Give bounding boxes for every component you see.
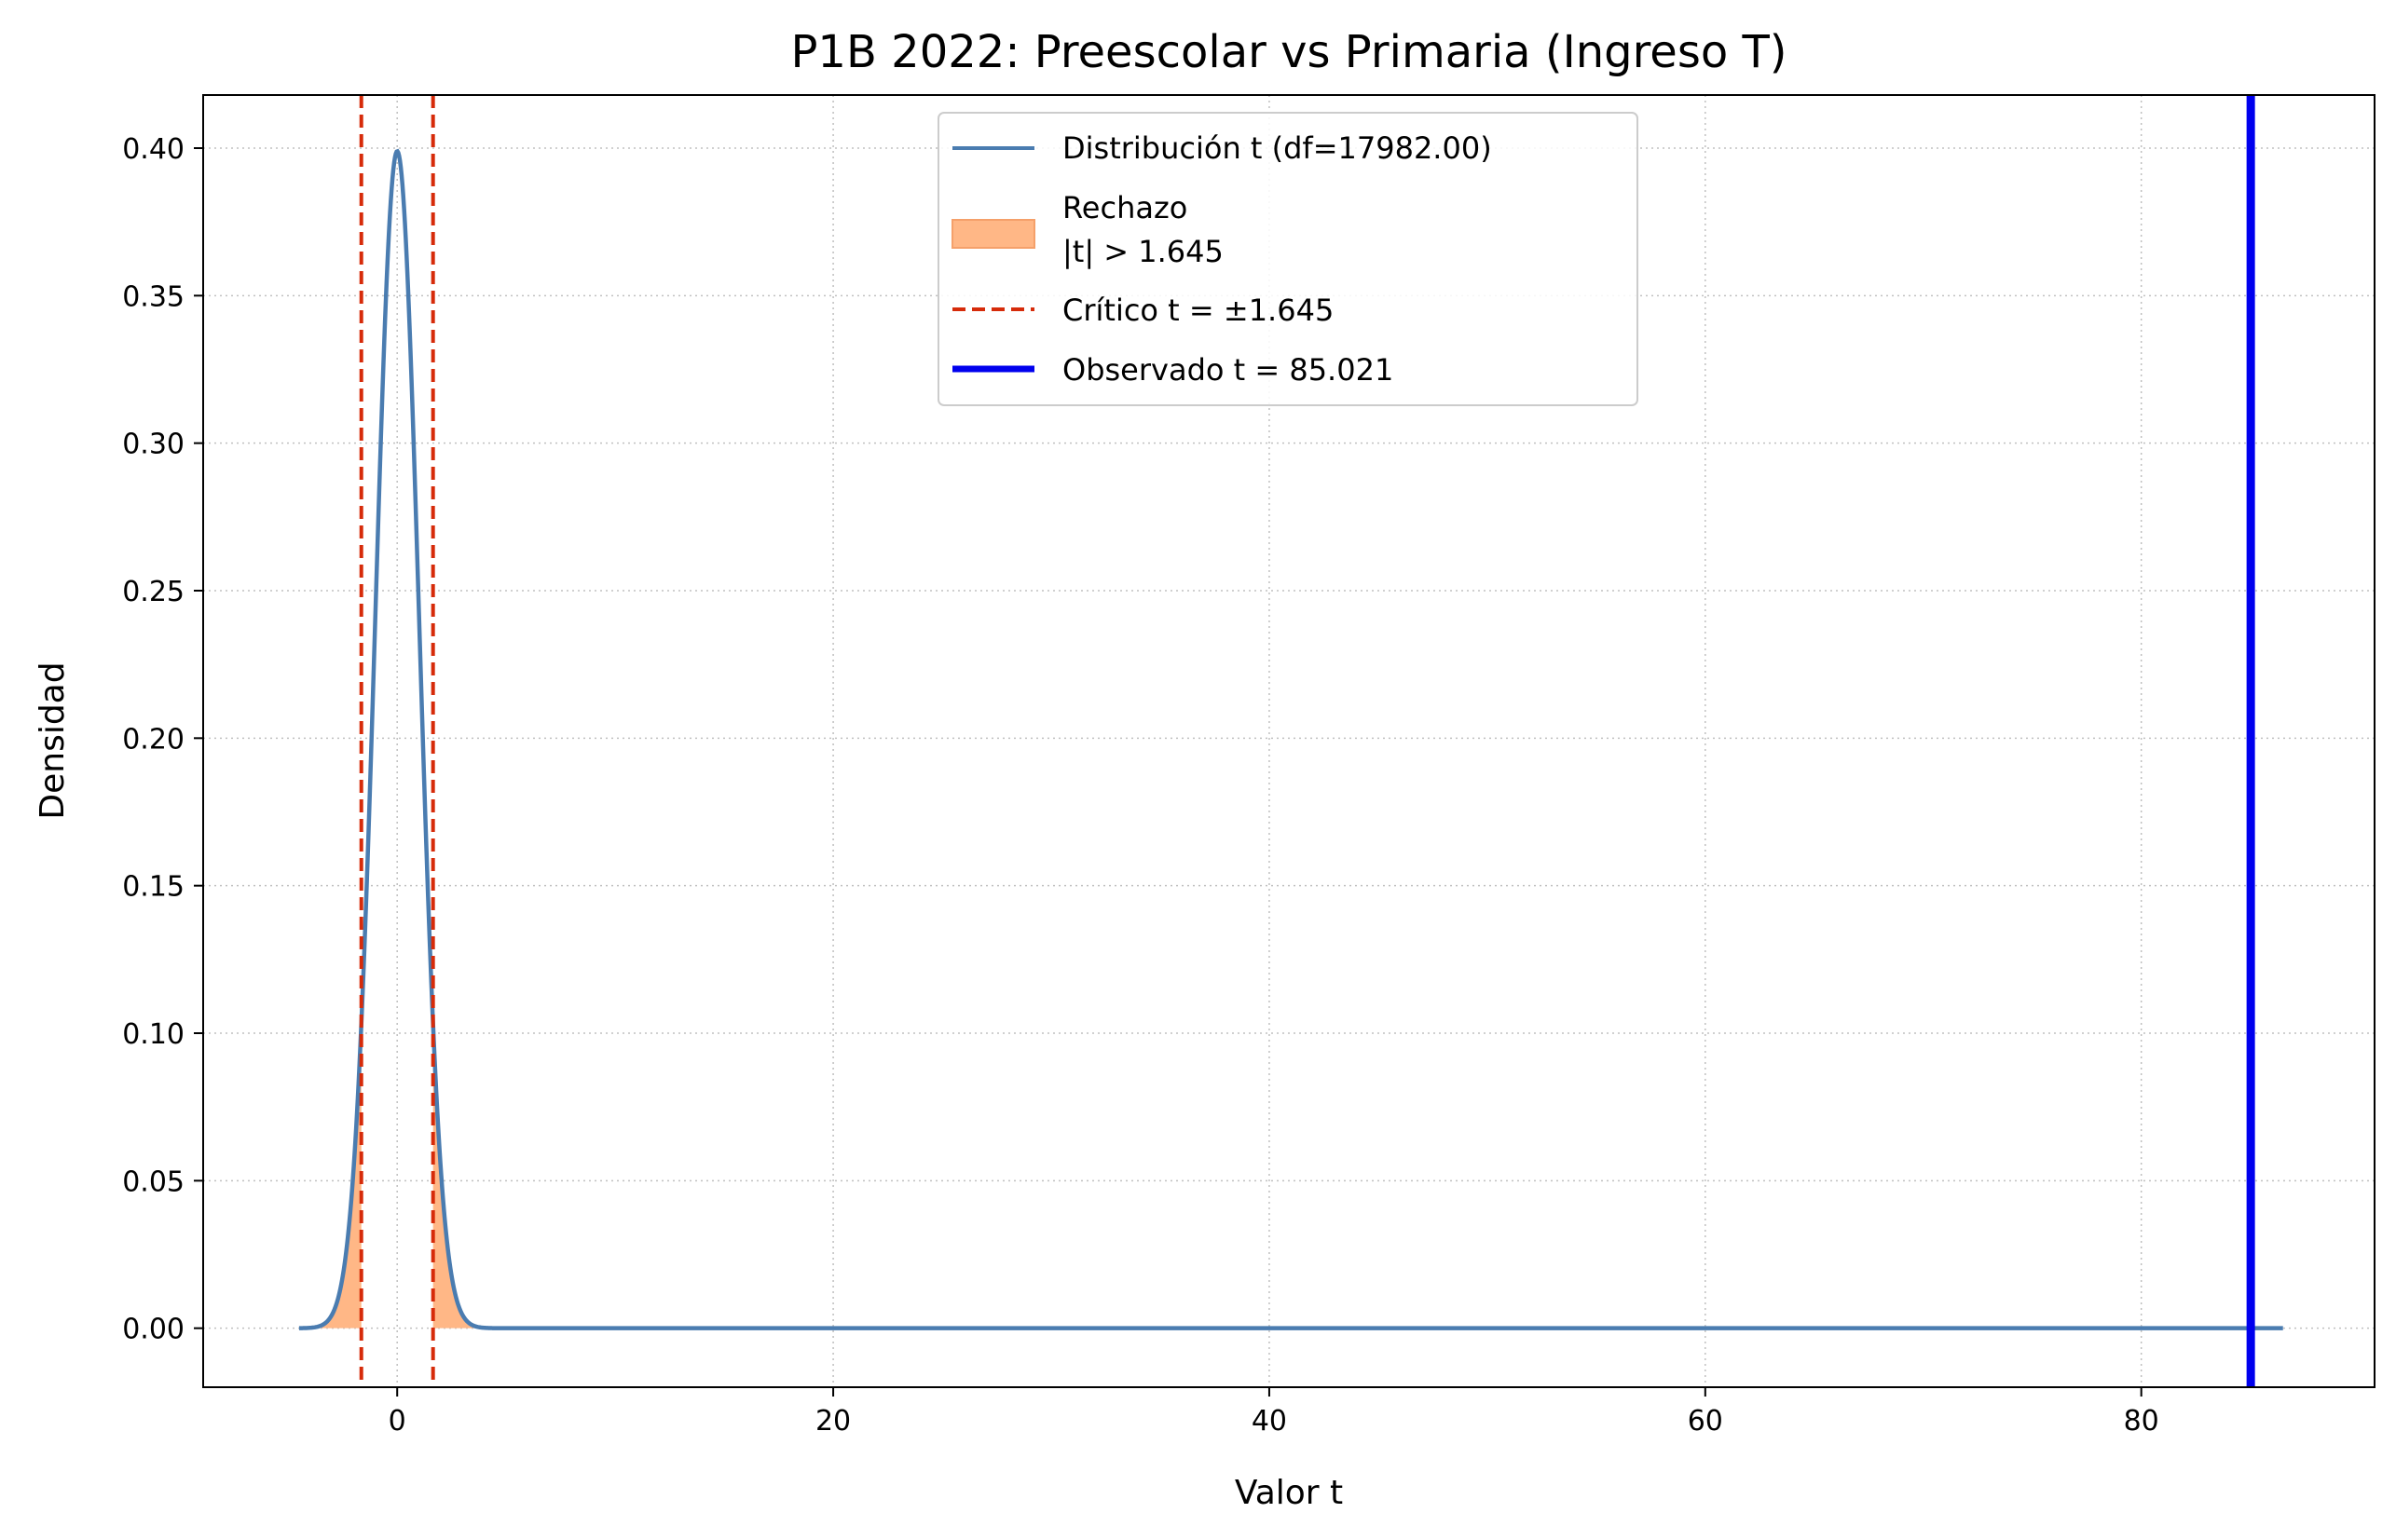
legend-label-observed: Observado t = 85.021	[1062, 352, 1393, 388]
distribution-curve	[298, 148, 2283, 1330]
plot-series	[298, 95, 2283, 1387]
y-tick-label: 0.25	[122, 576, 185, 608]
legend-label-distribution: Distribución t (df=17982.00)	[1062, 130, 1492, 166]
legend-box	[938, 112, 1638, 406]
rejection-area-right	[432, 1024, 550, 1329]
y-tick-label: 0.15	[122, 871, 185, 904]
rejection-area-left	[298, 1024, 362, 1329]
y-tick-label: 0.35	[122, 280, 185, 313]
x-tick-label: 0	[389, 1405, 406, 1438]
legend-label-rejection-line1: Rechazo	[1062, 190, 1187, 225]
y-axis-label: Densidad	[34, 661, 72, 819]
legend-label-rejection-line2: |t| > 1.645	[1062, 234, 1224, 269]
chart-title: P1B 2022: Preescolar vs Primaria (Ingres…	[790, 26, 1787, 78]
legend: Distribución t (df=17982.00) Rechazo |t|…	[938, 112, 1638, 406]
legend-patch-rejection	[952, 219, 1035, 249]
y-tick-label: 0.20	[122, 723, 185, 756]
axis-ticks: 0 20 40 60 80 0.00 0.05 0.10 0.15 0.20 0.25 0.30 0.3…	[122, 133, 2159, 1438]
x-axis-label: Valor t	[1235, 1474, 1343, 1512]
plot-frame	[202, 94, 2375, 1388]
y-tick-label: 0.30	[122, 429, 185, 461]
x-tick-label: 60	[1688, 1405, 1723, 1438]
x-tick-label: 80	[2124, 1405, 2159, 1438]
y-tick-label: 0.05	[122, 1165, 185, 1198]
x-tick-label: 20	[815, 1405, 851, 1438]
y-tick-label: 0.00	[122, 1314, 185, 1346]
legend-label-critical: Crítico t = ±1.645	[1062, 293, 1334, 328]
y-tick-label: 0.40	[122, 133, 185, 166]
x-tick-label: 40	[1252, 1405, 1287, 1438]
y-tick-label: 0.10	[122, 1018, 185, 1051]
